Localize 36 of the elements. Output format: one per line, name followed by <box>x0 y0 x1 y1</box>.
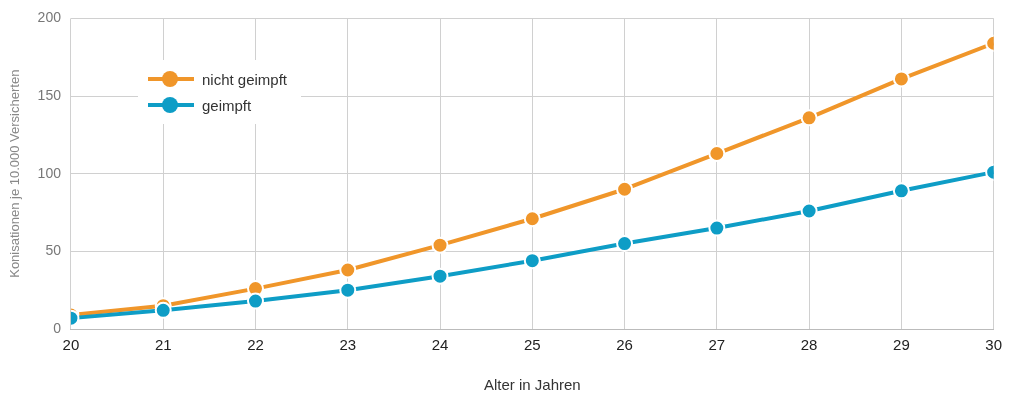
point <box>154 301 172 319</box>
y-tick-label: 50 <box>45 242 62 259</box>
point <box>431 236 449 254</box>
x-tick-label: 27 <box>708 336 726 354</box>
point <box>523 252 541 270</box>
x-tick-label: 29 <box>893 336 910 354</box>
x-tick-label: 21 <box>154 336 172 354</box>
point <box>892 70 910 88</box>
point <box>339 261 357 279</box>
x-axis-title: Alter in Jahren <box>483 376 581 394</box>
x-tick-label: 30 <box>985 336 1002 354</box>
point <box>708 219 726 237</box>
point <box>247 292 264 310</box>
x-tick-label: 20 <box>62 336 80 354</box>
legend-label: nicht geimpft <box>202 70 288 88</box>
y-tick-label: 0 <box>53 319 62 336</box>
y-tick-label: 100 <box>37 164 62 181</box>
point <box>800 202 818 220</box>
y-tick-label: 150 <box>37 86 62 103</box>
x-tick-label: 28 <box>800 336 818 354</box>
y-axis-title: Konisationen je 10.000 Versicherten <box>7 69 23 278</box>
point <box>800 109 818 127</box>
x-tick-label: 24 <box>431 336 449 354</box>
x-tick-label: 25 <box>523 336 541 354</box>
y-tick-label: 200 <box>37 9 62 26</box>
point <box>616 180 634 198</box>
point <box>339 281 357 299</box>
x-tick-label: 22 <box>247 336 264 354</box>
point <box>892 182 910 200</box>
legend-label: geimpft <box>202 96 252 114</box>
point <box>523 210 541 228</box>
x-tick-label: 26 <box>616 336 633 354</box>
point <box>431 267 449 285</box>
point <box>616 235 634 253</box>
point <box>708 145 726 163</box>
x-tick-label: 23 <box>339 336 357 354</box>
